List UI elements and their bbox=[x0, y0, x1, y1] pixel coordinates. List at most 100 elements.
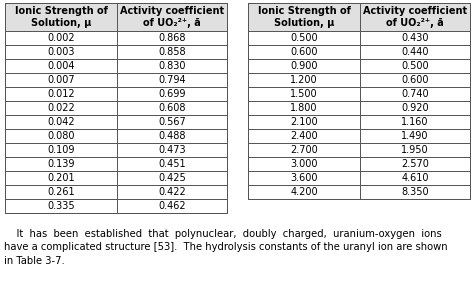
Text: 2.570: 2.570 bbox=[401, 159, 429, 169]
Text: Solution, μ: Solution, μ bbox=[274, 18, 334, 28]
Text: 8.350: 8.350 bbox=[401, 187, 429, 197]
Text: 0.109: 0.109 bbox=[47, 145, 75, 155]
Bar bbox=[248, 59, 360, 73]
Bar bbox=[248, 3, 470, 31]
Bar bbox=[117, 59, 227, 73]
Text: 0.440: 0.440 bbox=[401, 47, 429, 57]
Bar bbox=[248, 115, 360, 129]
Bar bbox=[5, 3, 227, 31]
Text: 0.794: 0.794 bbox=[158, 75, 186, 85]
Text: 0.830: 0.830 bbox=[158, 61, 186, 71]
Text: 0.600: 0.600 bbox=[401, 75, 429, 85]
Bar bbox=[360, 45, 470, 59]
Bar bbox=[248, 31, 360, 45]
Text: Activity coefficient: Activity coefficient bbox=[363, 6, 467, 16]
Text: 0.462: 0.462 bbox=[158, 201, 186, 211]
Text: Solution, μ: Solution, μ bbox=[31, 18, 91, 28]
Text: 0.868: 0.868 bbox=[158, 33, 186, 43]
Text: 0.500: 0.500 bbox=[290, 33, 318, 43]
Text: 0.422: 0.422 bbox=[158, 187, 186, 197]
Text: 0.608: 0.608 bbox=[158, 103, 186, 113]
Text: 3.600: 3.600 bbox=[290, 173, 318, 183]
Bar bbox=[248, 3, 470, 199]
Bar bbox=[117, 171, 227, 185]
Text: 0.699: 0.699 bbox=[158, 89, 186, 99]
Bar bbox=[248, 143, 360, 157]
Bar bbox=[360, 101, 470, 115]
Text: 0.201: 0.201 bbox=[47, 173, 75, 183]
Text: 0.042: 0.042 bbox=[47, 117, 75, 127]
Bar bbox=[5, 157, 117, 171]
Text: Ionic Strength of: Ionic Strength of bbox=[257, 6, 350, 16]
Text: 0.600: 0.600 bbox=[290, 47, 318, 57]
Bar bbox=[5, 87, 117, 101]
Bar bbox=[360, 129, 470, 143]
Bar bbox=[248, 157, 360, 171]
Bar bbox=[117, 101, 227, 115]
Text: 2.100: 2.100 bbox=[290, 117, 318, 127]
Bar bbox=[360, 115, 470, 129]
Bar bbox=[360, 3, 470, 31]
Text: 0.451: 0.451 bbox=[158, 159, 186, 169]
Text: of UO₂²⁺, ã: of UO₂²⁺, ã bbox=[386, 18, 444, 28]
Text: 2.700: 2.700 bbox=[290, 145, 318, 155]
Bar bbox=[5, 45, 117, 59]
Text: 0.900: 0.900 bbox=[290, 61, 318, 71]
Text: Activity coefficient: Activity coefficient bbox=[120, 6, 224, 16]
Bar bbox=[360, 143, 470, 157]
Text: 3.000: 3.000 bbox=[290, 159, 318, 169]
Text: 0.473: 0.473 bbox=[158, 145, 186, 155]
Text: 0.080: 0.080 bbox=[47, 131, 75, 141]
Bar bbox=[5, 199, 117, 213]
Bar bbox=[117, 143, 227, 157]
Bar bbox=[248, 185, 360, 199]
Text: 4.200: 4.200 bbox=[290, 187, 318, 197]
Bar bbox=[248, 45, 360, 59]
Text: It  has  been  established  that  polynuclear,  doubly  charged,  uranium-oxygen: It has been established that polynuclear… bbox=[4, 229, 442, 239]
Bar bbox=[248, 3, 360, 31]
Bar bbox=[117, 185, 227, 199]
Bar bbox=[5, 3, 117, 31]
Bar bbox=[360, 31, 470, 45]
Text: 1.500: 1.500 bbox=[290, 89, 318, 99]
Text: 0.002: 0.002 bbox=[47, 33, 75, 43]
Bar bbox=[5, 171, 117, 185]
Bar bbox=[5, 101, 117, 115]
Text: 0.740: 0.740 bbox=[401, 89, 429, 99]
Bar bbox=[5, 115, 117, 129]
Text: 0.022: 0.022 bbox=[47, 103, 75, 113]
Bar bbox=[5, 185, 117, 199]
Bar bbox=[117, 3, 227, 31]
Bar bbox=[248, 101, 360, 115]
Text: 0.139: 0.139 bbox=[47, 159, 75, 169]
Text: 0.335: 0.335 bbox=[47, 201, 75, 211]
Text: 0.920: 0.920 bbox=[401, 103, 429, 113]
Bar bbox=[360, 59, 470, 73]
Bar bbox=[5, 129, 117, 143]
Text: 1.800: 1.800 bbox=[290, 103, 318, 113]
Text: in Table 3-7.: in Table 3-7. bbox=[4, 256, 65, 266]
Bar bbox=[248, 73, 360, 87]
Text: 0.858: 0.858 bbox=[158, 47, 186, 57]
Bar bbox=[117, 73, 227, 87]
Text: 1.950: 1.950 bbox=[401, 145, 429, 155]
Bar bbox=[360, 171, 470, 185]
Bar bbox=[360, 157, 470, 171]
Bar bbox=[117, 31, 227, 45]
Text: 1.490: 1.490 bbox=[401, 131, 429, 141]
Bar bbox=[117, 87, 227, 101]
Text: 0.007: 0.007 bbox=[47, 75, 75, 85]
Bar bbox=[117, 45, 227, 59]
Bar bbox=[5, 3, 227, 213]
Bar bbox=[117, 199, 227, 213]
Text: 0.430: 0.430 bbox=[401, 33, 429, 43]
Text: 2.400: 2.400 bbox=[290, 131, 318, 141]
Bar bbox=[248, 129, 360, 143]
Text: of UO₂²⁺, ã: of UO₂²⁺, ã bbox=[143, 18, 201, 28]
Text: 0.003: 0.003 bbox=[47, 47, 75, 57]
Bar bbox=[5, 59, 117, 73]
Bar bbox=[248, 171, 360, 185]
Text: 0.488: 0.488 bbox=[158, 131, 186, 141]
Text: 0.425: 0.425 bbox=[158, 173, 186, 183]
Text: 0.004: 0.004 bbox=[47, 61, 75, 71]
